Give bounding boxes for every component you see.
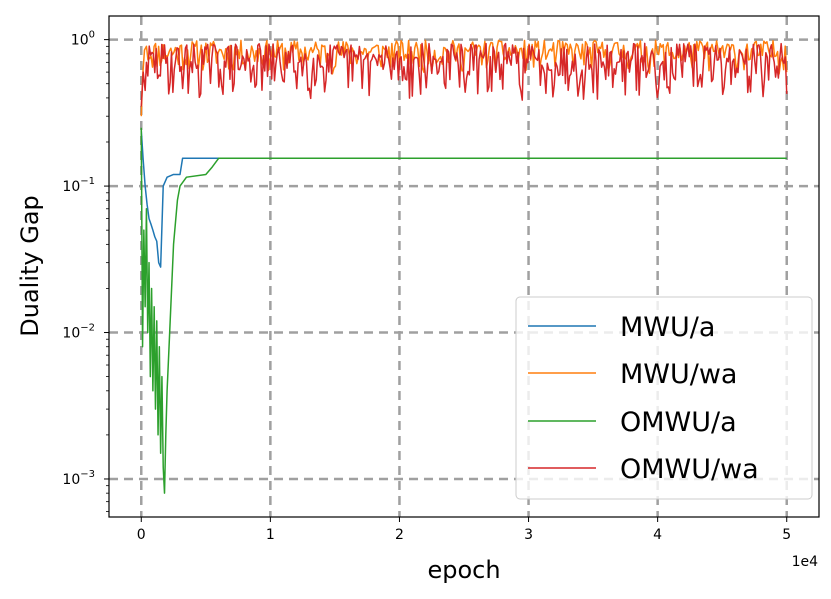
series-line-mwu-a: [140, 130, 787, 268]
x-tick-label: 0: [137, 527, 146, 543]
y-tick-label: 10−3: [62, 469, 95, 488]
series-line-mwu-wa: [140, 39, 788, 117]
x-axis: 0 1 2 3 4 5: [137, 517, 791, 543]
y-tick-label: 10−1: [62, 176, 95, 195]
series-line-omwu-a: [140, 127, 787, 494]
x-tick-label: 1: [266, 527, 275, 543]
x-axis-label: epoch: [427, 556, 500, 584]
series-layer: [140, 39, 788, 494]
x-axis-offset-label: 1e4: [792, 554, 819, 570]
x-tick-label: 5: [782, 527, 791, 543]
legend: MWU/a MWU/wa OMWU/a OMWU/wa: [515, 296, 813, 500]
x-tick-label: 4: [653, 527, 662, 543]
legend-label-omwu-a: OMWU/a: [620, 407, 737, 438]
y-tick-label: 100: [71, 30, 95, 49]
y-axis-label: Duality Gap: [16, 195, 44, 337]
legend-box: [515, 296, 813, 500]
y-tick-label: 10−2: [62, 323, 95, 342]
series-line-omwu-wa: [140, 42, 788, 107]
legend-label-omwu-wa: OMWU/wa: [620, 454, 759, 485]
legend-label-mwu-a: MWU/a: [620, 312, 715, 343]
y-axis: 100 10−1 10−2 10−3: [62, 30, 109, 512]
x-tick-label: 3: [524, 527, 533, 543]
x-tick-label: 2: [395, 527, 404, 543]
legend-label-mwu-wa: MWU/wa: [620, 359, 737, 390]
plot-frame: [108, 15, 820, 518]
